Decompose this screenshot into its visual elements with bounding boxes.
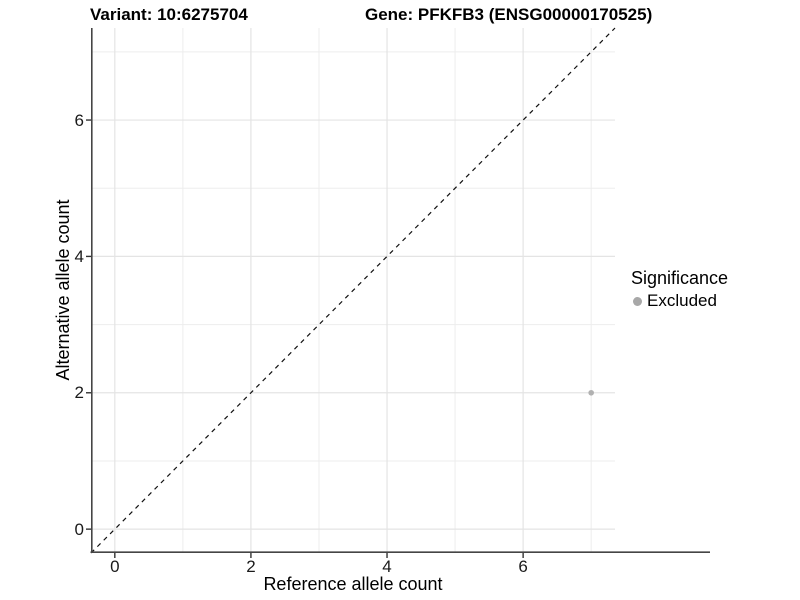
x-tick-label: 4 bbox=[382, 557, 392, 576]
legend-point-icon bbox=[633, 296, 642, 306]
y-tick-label: 4 bbox=[74, 246, 84, 266]
identity-line bbox=[90, 27, 616, 554]
variant-title: Variant: 10:6275704 bbox=[90, 5, 248, 24]
y-tick-label: 0 bbox=[74, 519, 84, 539]
legend-title: Significance bbox=[631, 268, 729, 288]
legend-label: Excluded bbox=[647, 291, 717, 310]
legend-items: Excluded bbox=[631, 291, 728, 311]
x-axis-title: Reference allele count bbox=[263, 574, 443, 594]
gene-title: Gene: PFKFB3 (ENSG00000170525) bbox=[365, 5, 653, 24]
y-axis-title: Alternative allele count bbox=[53, 199, 73, 381]
x-tick-label: 0 bbox=[110, 557, 120, 576]
legend-item: Excluded bbox=[631, 291, 728, 311]
y-tick-label: 6 bbox=[74, 110, 84, 130]
x-tick-label: 6 bbox=[518, 557, 528, 576]
data-point bbox=[588, 389, 594, 396]
plot-panel bbox=[86, 27, 710, 558]
y-tick-label: 2 bbox=[74, 383, 84, 403]
x-tick-label: 2 bbox=[246, 557, 256, 576]
legend: Significance Excluded bbox=[631, 268, 728, 311]
